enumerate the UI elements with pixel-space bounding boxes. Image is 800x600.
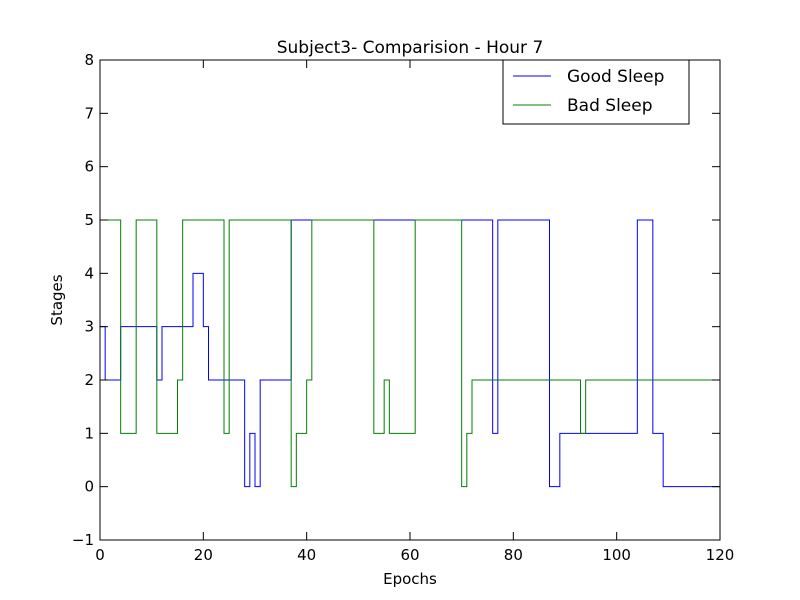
legend-label-good-sleep: Good Sleep	[567, 67, 664, 87]
legend-label-bad-sleep: Bad Sleep	[567, 96, 653, 116]
x-tick-label: 40	[297, 546, 316, 564]
y-axis-label: Stages	[48, 274, 66, 325]
series-layer	[100, 219, 720, 488]
legend-box	[502, 59, 690, 125]
x-tick-label: 120	[706, 546, 735, 564]
y-tick-label: 4	[84, 264, 94, 282]
y-tick-label: 0	[84, 478, 94, 496]
y-tick-label: 2	[84, 371, 94, 389]
y-tick-label: 1	[84, 424, 94, 442]
y-tick-label: −1	[72, 531, 94, 549]
series-line-bad-sleep	[100, 219, 720, 488]
y-tick-label: 7	[84, 104, 94, 122]
y-tick-label: 3	[84, 318, 94, 336]
x-tick-label: 20	[194, 546, 213, 564]
x-tick-label: 100	[602, 546, 631, 564]
x-tick-label: 80	[504, 546, 523, 564]
x-axis-label: Epochs	[383, 570, 437, 588]
x-tick-label: 60	[400, 546, 419, 564]
y-tick-label: 8	[84, 51, 94, 69]
y-tick-label: 6	[84, 158, 94, 176]
legend: Good Sleep Bad Sleep	[502, 59, 690, 125]
y-tick-label: 5	[84, 211, 94, 229]
chart-title: Subject3- Comparision - Hour 7	[277, 38, 544, 58]
series-line-good-sleep	[100, 219, 720, 488]
x-tick-label: 0	[95, 546, 105, 564]
